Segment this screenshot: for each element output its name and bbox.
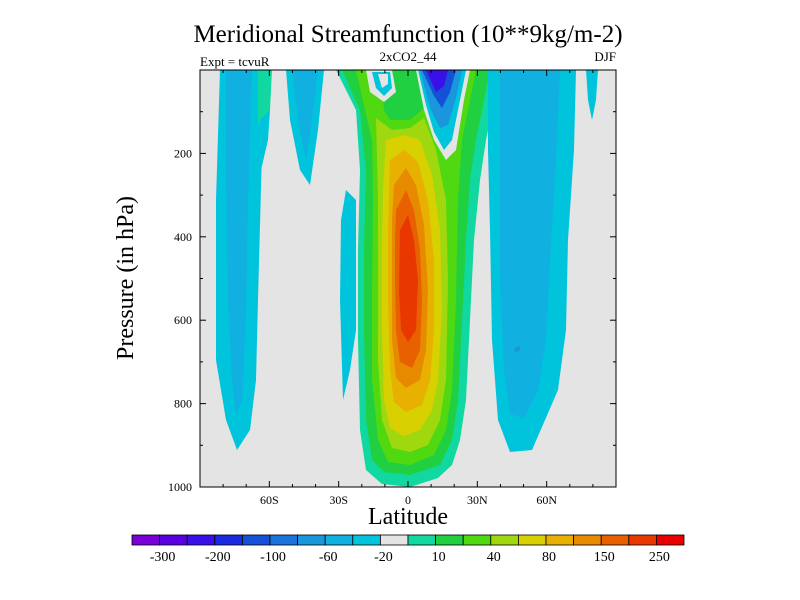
x-axis-label: Latitude	[368, 504, 448, 530]
colorbar-label-4: -20	[374, 550, 393, 565]
colorbar-label-3: -60	[319, 550, 338, 565]
contour-notch-white2	[378, 74, 388, 88]
contour-core-indigo	[426, 70, 448, 92]
contour-hadley-red	[399, 215, 418, 342]
colorbar-swatch-1	[159, 534, 188, 546]
x-tick-label-0: 60S	[260, 493, 279, 507]
contour-south-blue	[226, 70, 252, 415]
colorbar-swatch-15	[545, 534, 575, 546]
chart-title: Meridional Streamfunction (10**9kg/m-2)	[193, 21, 622, 48]
contour-north-dot	[514, 346, 520, 352]
x-tick-label-4: 60N	[536, 493, 557, 507]
x-tick-label-2: 0	[405, 493, 411, 507]
colorbar-label-8: 150	[594, 550, 615, 565]
colorbar-swatch-10	[407, 534, 437, 546]
y-tick-label-2: 600	[174, 313, 192, 327]
colorbar-label-5: 10	[432, 550, 446, 565]
colorbar-label-2: -100	[260, 550, 286, 565]
colorbar-swatch-2	[186, 534, 216, 546]
y-tick-label-3: 800	[174, 397, 192, 411]
x-tick-label-3: 30N	[467, 493, 488, 507]
colorbar-swatch-16	[573, 534, 602, 546]
colorbar-label-6: 40	[487, 550, 501, 565]
contour-south-cyan-tip	[260, 110, 270, 170]
contour-30s-mid	[340, 190, 356, 400]
colorbar-label-0: -300	[150, 550, 176, 565]
contour-north-cyan-tip	[586, 70, 598, 120]
colorbar-swatch-12	[462, 534, 492, 546]
contour-north-blue	[500, 70, 560, 418]
colorbar-swatch-0	[131, 534, 161, 546]
experiment-label: Expt = tcvuR	[200, 54, 270, 69]
colorbar-swatch-7	[324, 534, 354, 546]
colorbar-labels: -300 -200 -100 -60 -20 10 40 80 150 250	[150, 550, 670, 565]
colorbar-swatch-18	[628, 534, 657, 546]
colorbar	[131, 534, 685, 546]
contour-field	[216, 70, 598, 487]
y-tick-label-4: 1000	[168, 480, 192, 494]
y-tick-label-0: 200	[174, 146, 192, 160]
colorbar-label-7: 80	[542, 550, 556, 565]
y-axis-label: Pressure (in hPa)	[113, 196, 139, 360]
colorbar-swatch-3	[214, 534, 243, 546]
colorbar-label-1: -200	[205, 550, 231, 565]
x-axis-ticks: 60S 30S 0 30N 60N	[222, 70, 594, 507]
colorbar-swatch-13	[490, 534, 519, 546]
contour-30s-upper-inner	[292, 70, 318, 160]
colorbar-swatch-14	[518, 534, 547, 546]
colorbar-swatch-4	[241, 534, 271, 546]
colorbar-swatch-19	[656, 534, 685, 546]
colorbar-label-9: 250	[649, 550, 670, 565]
colorbar-swatch-11	[435, 534, 464, 546]
colorbar-swatch-6	[297, 534, 326, 546]
chart-subtitle: 2xCO2_44	[379, 49, 437, 64]
y-tick-label-1: 400	[174, 230, 192, 244]
colorbar-swatch-8	[352, 534, 381, 546]
colorbar-swatch-5	[269, 534, 299, 546]
colorbar-swatch-17	[600, 534, 630, 546]
y-axis-ticks: 200 400 600 800 1000	[168, 111, 616, 494]
season-label: DJF	[594, 49, 616, 64]
x-tick-label-1: 30S	[329, 493, 348, 507]
colorbar-swatch-9	[379, 534, 409, 546]
